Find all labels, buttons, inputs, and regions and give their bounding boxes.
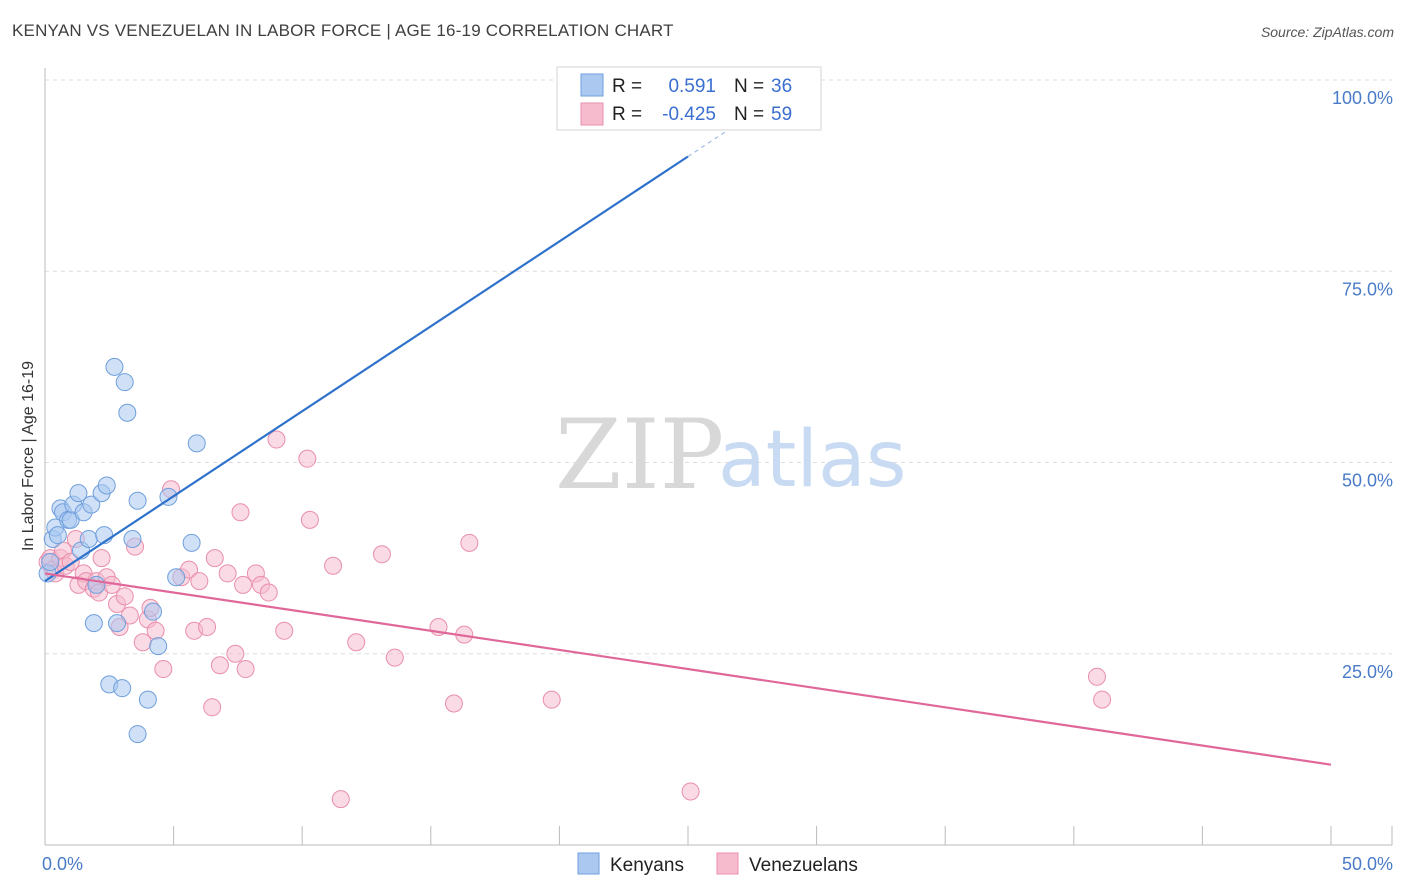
legend-n-label-kenyans: N = [734, 76, 764, 97]
legend-n-value-kenyans: 36 [771, 76, 792, 97]
kenyans-point [69, 484, 88, 503]
venezuelans-point [444, 694, 463, 713]
source-label: Source: ZipAtlas.com [1260, 24, 1394, 40]
zipatlas-watermark: ZIP atlas [555, 399, 907, 511]
legend-swatch-kenyans [580, 73, 604, 97]
kenyans-point [115, 373, 134, 392]
venezuelans-point [1087, 667, 1106, 686]
y-tick-label: 75.0% [1342, 279, 1393, 299]
watermark-atlas: atlas [718, 415, 907, 505]
venezuelans-point [331, 790, 350, 809]
venezuelans-point [681, 782, 700, 801]
venezuelans-trend-line [44, 572, 1332, 766]
venezuelans-point [460, 533, 479, 552]
kenyans-point [182, 533, 201, 552]
legend-r-label-kenyans: R = [612, 76, 642, 97]
venezuelans-point [347, 633, 366, 652]
correlation-legend: R = 0.591 N = 36 R = -0.425 N = 59 [556, 66, 822, 131]
x-tick-labels: 0.0% 50.0% [42, 854, 1393, 874]
kenyans-point [113, 679, 132, 698]
venezuelans-point [190, 572, 209, 591]
kenyans-point [187, 434, 206, 453]
venezuelans-point [234, 575, 253, 594]
venezuelans-point [542, 690, 561, 709]
kenyans-point [84, 614, 103, 633]
kenyans-point [48, 526, 67, 545]
venezuelans-point [226, 644, 245, 663]
x-tick-label: 50.0% [1342, 854, 1393, 874]
series-legend-venezuelans: Venezuelans [749, 855, 858, 876]
series-legend-swatch-kenyans [577, 852, 600, 875]
kenyans-point [97, 476, 116, 495]
venezuelans-point [385, 648, 404, 667]
kenyans-point [108, 614, 127, 633]
y-tick-label: 25.0% [1342, 662, 1393, 682]
venezuelans-point [236, 660, 255, 679]
venezuelans-point [154, 660, 173, 679]
venezuelans-point [324, 556, 343, 575]
venezuelans-point [198, 617, 217, 636]
y-tick-label: 50.0% [1342, 471, 1393, 491]
kenyans-point [82, 495, 101, 514]
legend-n-value-venezuelans: 59 [771, 104, 792, 125]
y-tick-labels: 25.0% 50.0% 75.0% 100.0% [1332, 88, 1393, 682]
kenyans-point [87, 575, 106, 594]
axes [44, 68, 1393, 846]
venezuelans-point [231, 503, 250, 522]
legend-r-value-kenyans: 0.591 [668, 76, 716, 97]
venezuelans-point [205, 549, 224, 568]
kenyans-point [123, 530, 142, 548]
series-legend-swatch-venezuelans [716, 852, 739, 875]
venezuelans-point [259, 583, 278, 602]
venezuelans-point [218, 564, 237, 583]
kenyans-point [118, 403, 137, 422]
series-legend-kenyans: Kenyans [610, 855, 684, 876]
venezuelans-point [267, 430, 286, 449]
legend-r-value-venezuelans: -0.425 [662, 104, 716, 125]
grid-lines [45, 79, 1392, 655]
kenyans-point [41, 552, 60, 571]
legend-swatch-venezuelans [580, 102, 604, 126]
kenyans-point [149, 637, 168, 656]
kenyans-point [144, 602, 163, 621]
venezuelans-point [300, 510, 319, 529]
kenyans-point [79, 530, 98, 548]
kenyans-trend-line [44, 155, 689, 582]
kenyans-point [128, 725, 147, 744]
legend-n-label-venezuelans: N = [734, 104, 764, 125]
x-tick-label: 0.0% [42, 854, 83, 874]
watermark-zip: ZIP [555, 399, 724, 511]
kenyans-point [138, 690, 157, 709]
venezuelans-point [115, 587, 134, 606]
kenyans-point [167, 568, 186, 587]
venezuelans-point [146, 621, 165, 640]
y-tick-label: 100.0% [1332, 88, 1393, 108]
venezuelans-point [210, 656, 229, 675]
venezuelans-point [1093, 690, 1112, 709]
series-legend: Kenyans Venezuelans [577, 852, 858, 876]
chart-title: KENYAN VS VENEZUELAN IN LABOR FORCE | AG… [12, 21, 674, 40]
venezuelans-point [203, 698, 222, 717]
venezuelans-point [92, 549, 111, 568]
venezuelans-point [372, 545, 391, 564]
kenyans-point [105, 357, 124, 376]
y-axis-label: In Labor Force | Age 16-19 [20, 361, 37, 551]
legend-r-label-venezuelans: R = [612, 104, 642, 125]
kenyans-point [128, 491, 147, 510]
venezuelans-point [275, 621, 294, 640]
venezuelans-point [298, 449, 317, 468]
